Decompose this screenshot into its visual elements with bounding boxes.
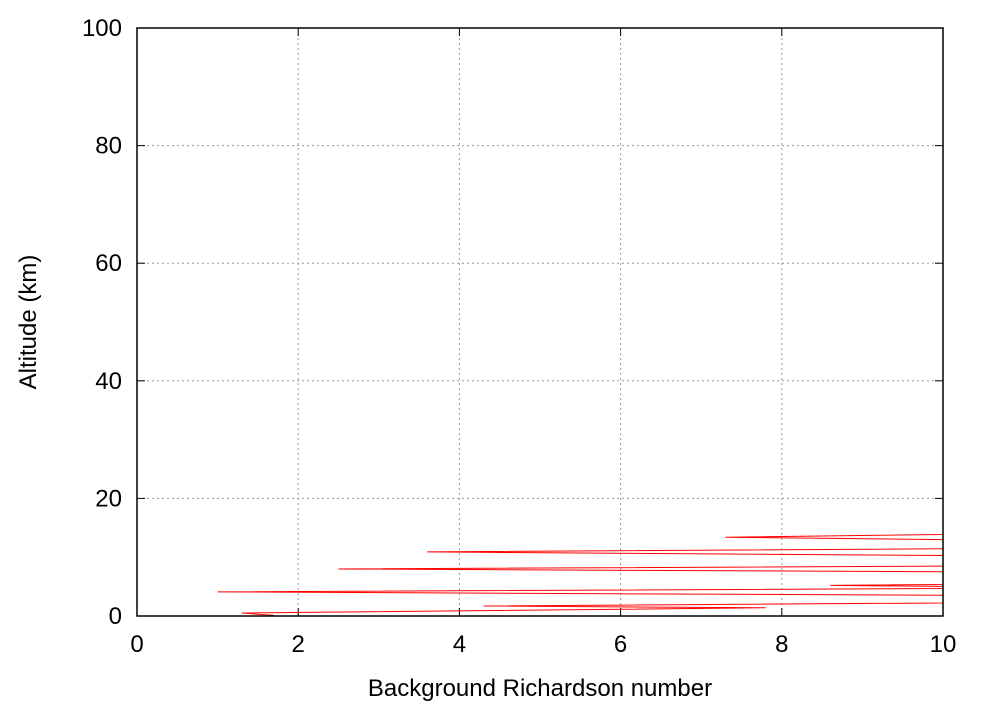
y-tick-label: 60: [95, 250, 122, 277]
data-line: [217, 534, 943, 616]
x-tick-label: 8: [775, 631, 788, 658]
plot-area: [217, 534, 943, 616]
plot-frame: [136, 27, 944, 617]
x-tick-label: 2: [292, 631, 305, 658]
x-tick-label: 0: [130, 631, 143, 658]
x-tick-label: 10: [930, 631, 957, 658]
x-tick-label: 4: [453, 631, 466, 658]
y-tick-label: 100: [82, 15, 122, 42]
y-tick-label: 40: [95, 368, 122, 395]
y-axis-label: Altitude (km): [15, 255, 42, 390]
x-axis-label: Background Richardson number: [368, 675, 712, 702]
x-tick-label: 6: [614, 631, 627, 658]
y-tick-label: 0: [109, 603, 122, 630]
y-tick-label: 20: [95, 485, 122, 512]
grid: [136, 27, 944, 617]
y-tick-label: 80: [95, 133, 122, 160]
